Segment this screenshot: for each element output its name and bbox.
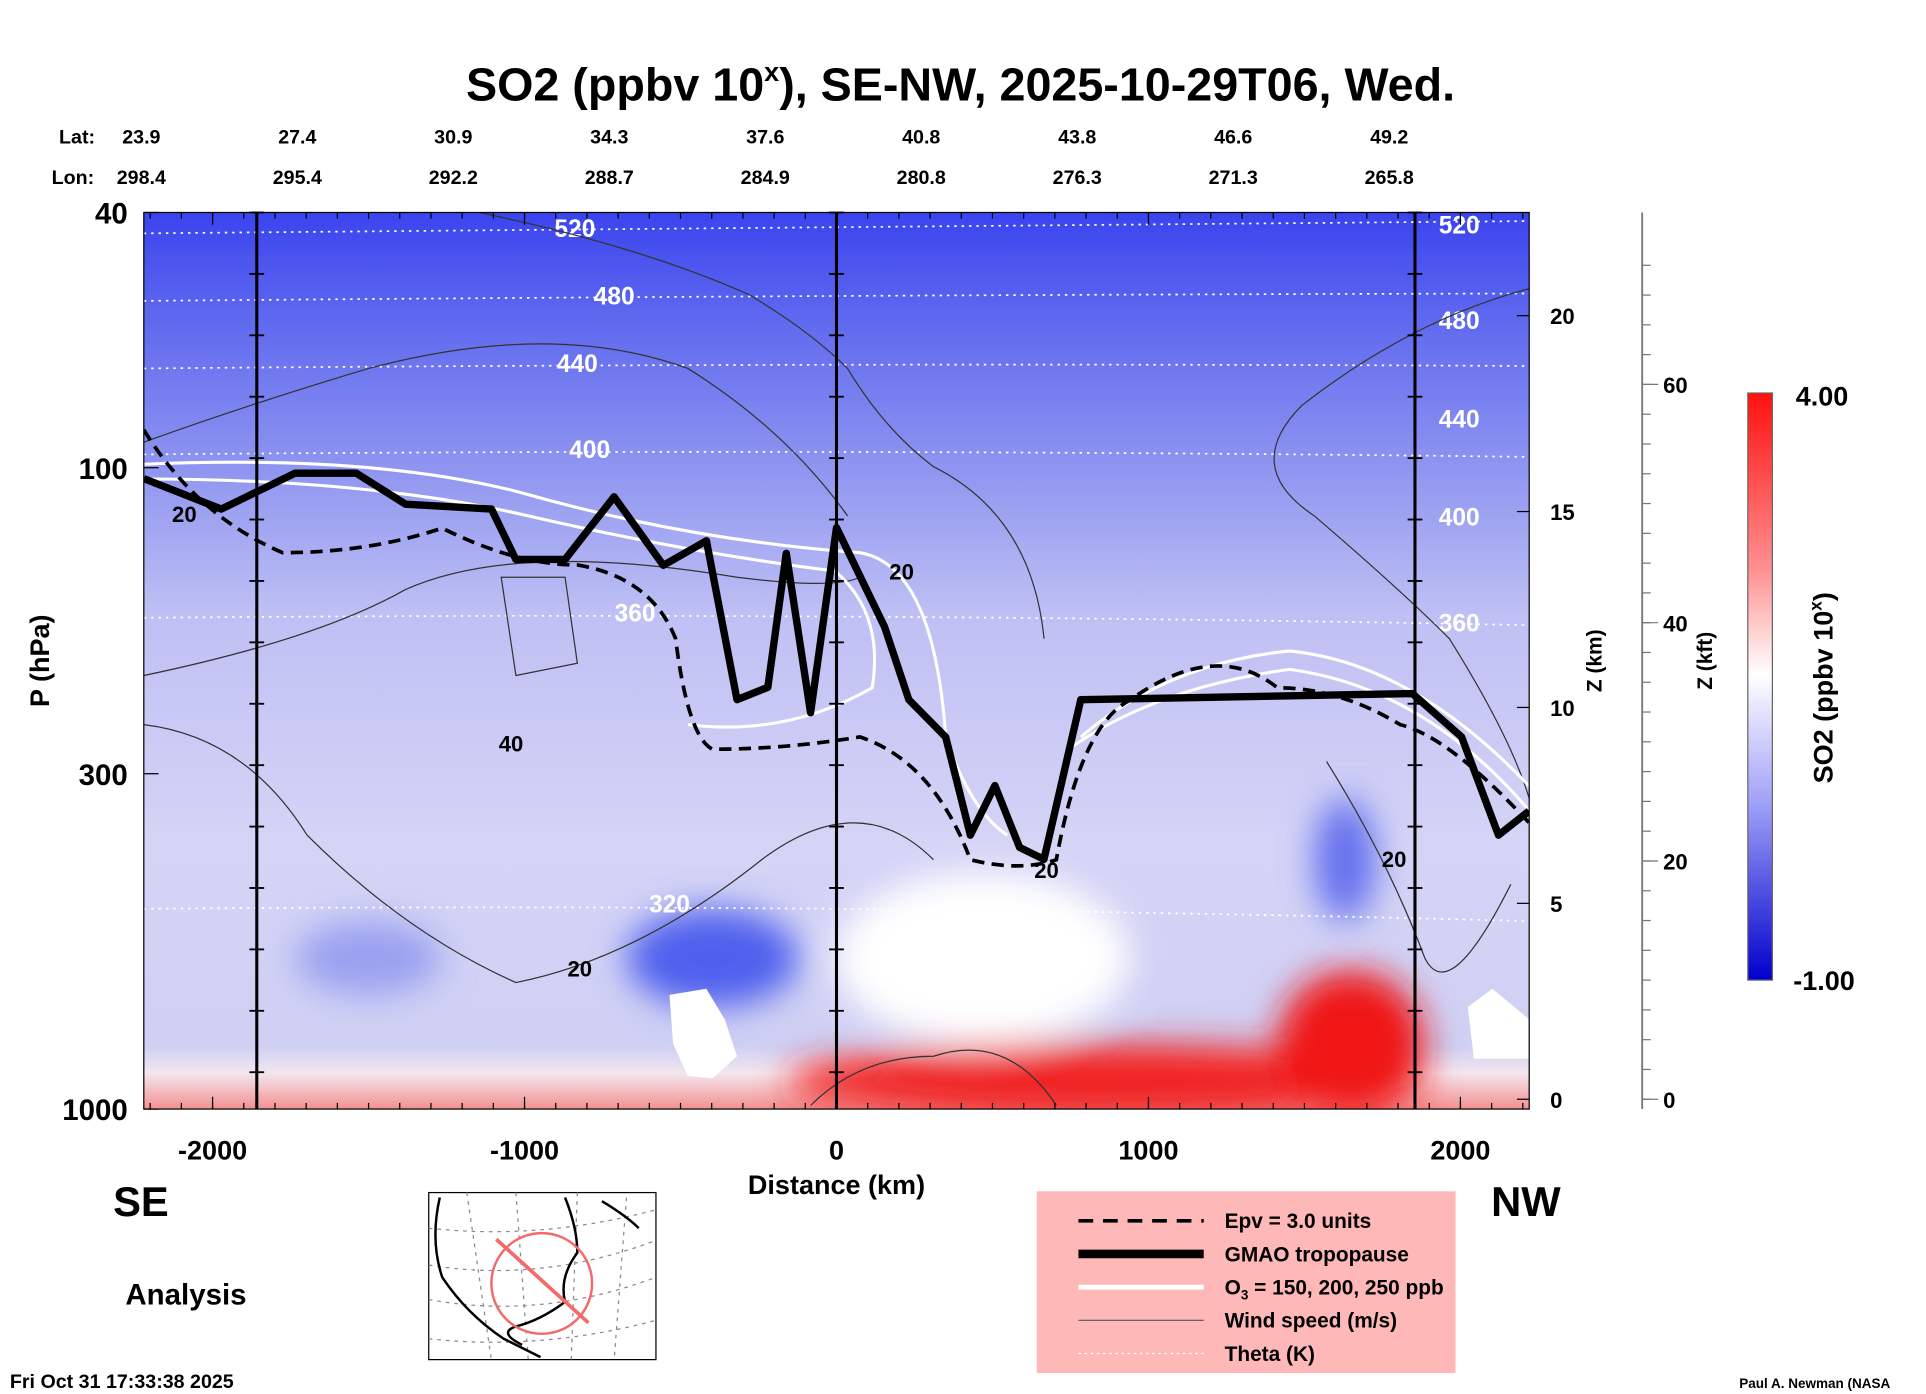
lat-value: 37.6: [746, 127, 784, 149]
lat-label: Lat:: [59, 127, 95, 149]
location-map-inset: [428, 1191, 657, 1361]
z-kft-tick-label: 20: [1663, 850, 1688, 875]
legend: Epv = 3.0 units GMAO tropopause O3 = 150, …: [1036, 1191, 1456, 1374]
so2-neutral-region: [835, 872, 1131, 1044]
wind-contour: [1273, 288, 1530, 799]
timestamp: Fri Oct 31 17:33:38 2025: [10, 1371, 234, 1393]
so2-white-patch: [1467, 988, 1530, 1059]
z-kft-tick-label: 0: [1663, 1088, 1675, 1113]
legend-label: Epv = 3.0 units: [1225, 1210, 1372, 1233]
wind-speed-label: 20: [172, 502, 197, 527]
colorbar: [1747, 392, 1773, 981]
credit: Paul A. Newman (NASA: [1739, 1376, 1890, 1391]
theta-label: 520: [1439, 212, 1480, 239]
ozone-contour: [143, 477, 877, 729]
lon-value: 284.9: [741, 167, 790, 189]
x-tick-label: 1000: [1118, 1135, 1178, 1165]
theta-contour: [143, 292, 1530, 302]
theta-label: 440: [1439, 406, 1480, 433]
z-km-tick-label: 5: [1550, 892, 1562, 917]
wind-contour: [1326, 761, 1512, 973]
so2-high-region: [1277, 970, 1425, 1110]
z-km-tick-label: 10: [1550, 696, 1575, 721]
nw-label: NW: [1491, 1178, 1561, 1225]
wind-contour: [810, 1049, 1057, 1106]
so2-high-region: [786, 1043, 1425, 1110]
lat-value: 40.8: [902, 127, 940, 149]
wind-contour: [478, 212, 1045, 639]
theta-contour: [143, 220, 1530, 235]
y-tick-label: 1000: [62, 1094, 128, 1127]
lat-value: 27.4: [278, 127, 316, 149]
wind-speed-label: 20: [1034, 858, 1059, 883]
x-tick-label: -1000: [490, 1135, 559, 1165]
wind-speed-label: 20: [1382, 847, 1407, 872]
z-kft-tick-label: 40: [1663, 611, 1688, 636]
legend-label: O3 = 150, 200, 250 ppb: [1225, 1277, 1444, 1303]
section-line: [495, 1237, 590, 1325]
se-label: SE: [113, 1178, 169, 1225]
lon-value: 288.7: [585, 167, 634, 189]
epv-contour: [143, 428, 1530, 868]
wind-contour: [143, 724, 934, 984]
colorbar-min-label: -1.00: [1793, 966, 1855, 996]
y-axis-label: P (hPa): [25, 614, 55, 707]
so2-low-region: [294, 921, 443, 995]
x-axis-label: Distance (km): [748, 1170, 925, 1200]
lat-value: 30.9: [434, 127, 472, 149]
lat-value: 43.8: [1058, 127, 1096, 149]
lon-label: Lon:: [52, 167, 95, 189]
wind-contour: [500, 576, 579, 677]
lat-value: 23.9: [122, 127, 160, 149]
y-tick-label: 40: [95, 198, 128, 231]
y-tick-label: 100: [79, 453, 128, 486]
legend-label: Theta (K): [1225, 1343, 1315, 1366]
tropopause-line: [143, 469, 1530, 864]
lon-value: 298.4: [117, 167, 166, 189]
domain-circle: [490, 1231, 594, 1336]
colorbar-max-label: 4.00: [1796, 381, 1849, 411]
x-tick-label: 0: [829, 1135, 844, 1165]
lon-value: 276.3: [1053, 167, 1102, 189]
lon-value: 292.2: [429, 167, 478, 189]
z-km-tick-label: 0: [1550, 1088, 1562, 1113]
lon-value: 271.3: [1209, 167, 1258, 189]
lat-value: 49.2: [1370, 127, 1408, 149]
x-tick-label: -2000: [178, 1135, 247, 1165]
z-kft-axis-label: Z (kft): [1694, 632, 1717, 690]
so2-low-region: [1314, 798, 1376, 922]
analysis-label: Analysis: [125, 1278, 246, 1311]
legend-label: Wind speed (m/s): [1225, 1310, 1398, 1333]
theta-label: 400: [1439, 505, 1480, 532]
theta-label: 360: [615, 600, 656, 627]
lon-value: 280.8: [897, 167, 946, 189]
lon-value: 295.4: [273, 167, 322, 189]
z-kft-tick-label: 60: [1663, 373, 1688, 398]
x-tick-label: 2000: [1430, 1135, 1490, 1165]
z-km-tick-label: 15: [1550, 500, 1575, 525]
z-km-tick-label: 20: [1550, 304, 1575, 329]
wind-speed-label: 20: [889, 560, 914, 585]
lon-value: 265.8: [1365, 167, 1414, 189]
chart-title: SO2 (ppbv 10x), SE-NW, 2025-10-29T06, We…: [466, 57, 1455, 111]
theta-label: 440: [557, 351, 598, 378]
wind-speed-label: 40: [499, 732, 524, 757]
lat-value: 46.6: [1214, 127, 1252, 149]
z-km-axis-label: Z (km): [1584, 629, 1607, 692]
theta-label: 480: [594, 284, 635, 311]
so2-low-region: [626, 908, 799, 1008]
so2-white-patch: [669, 988, 738, 1079]
wind-speed-label: 20: [568, 956, 593, 981]
y-tick-label: 300: [79, 759, 128, 792]
lat-value: 34.3: [590, 127, 628, 149]
theta-label: 360: [1439, 610, 1480, 637]
colorbar-label: SO2 (ppbv 10x): [1806, 592, 1839, 783]
theta-label: 320: [649, 892, 690, 919]
theta-label: 400: [569, 437, 610, 464]
legend-label: GMAO tropopause: [1225, 1243, 1409, 1266]
